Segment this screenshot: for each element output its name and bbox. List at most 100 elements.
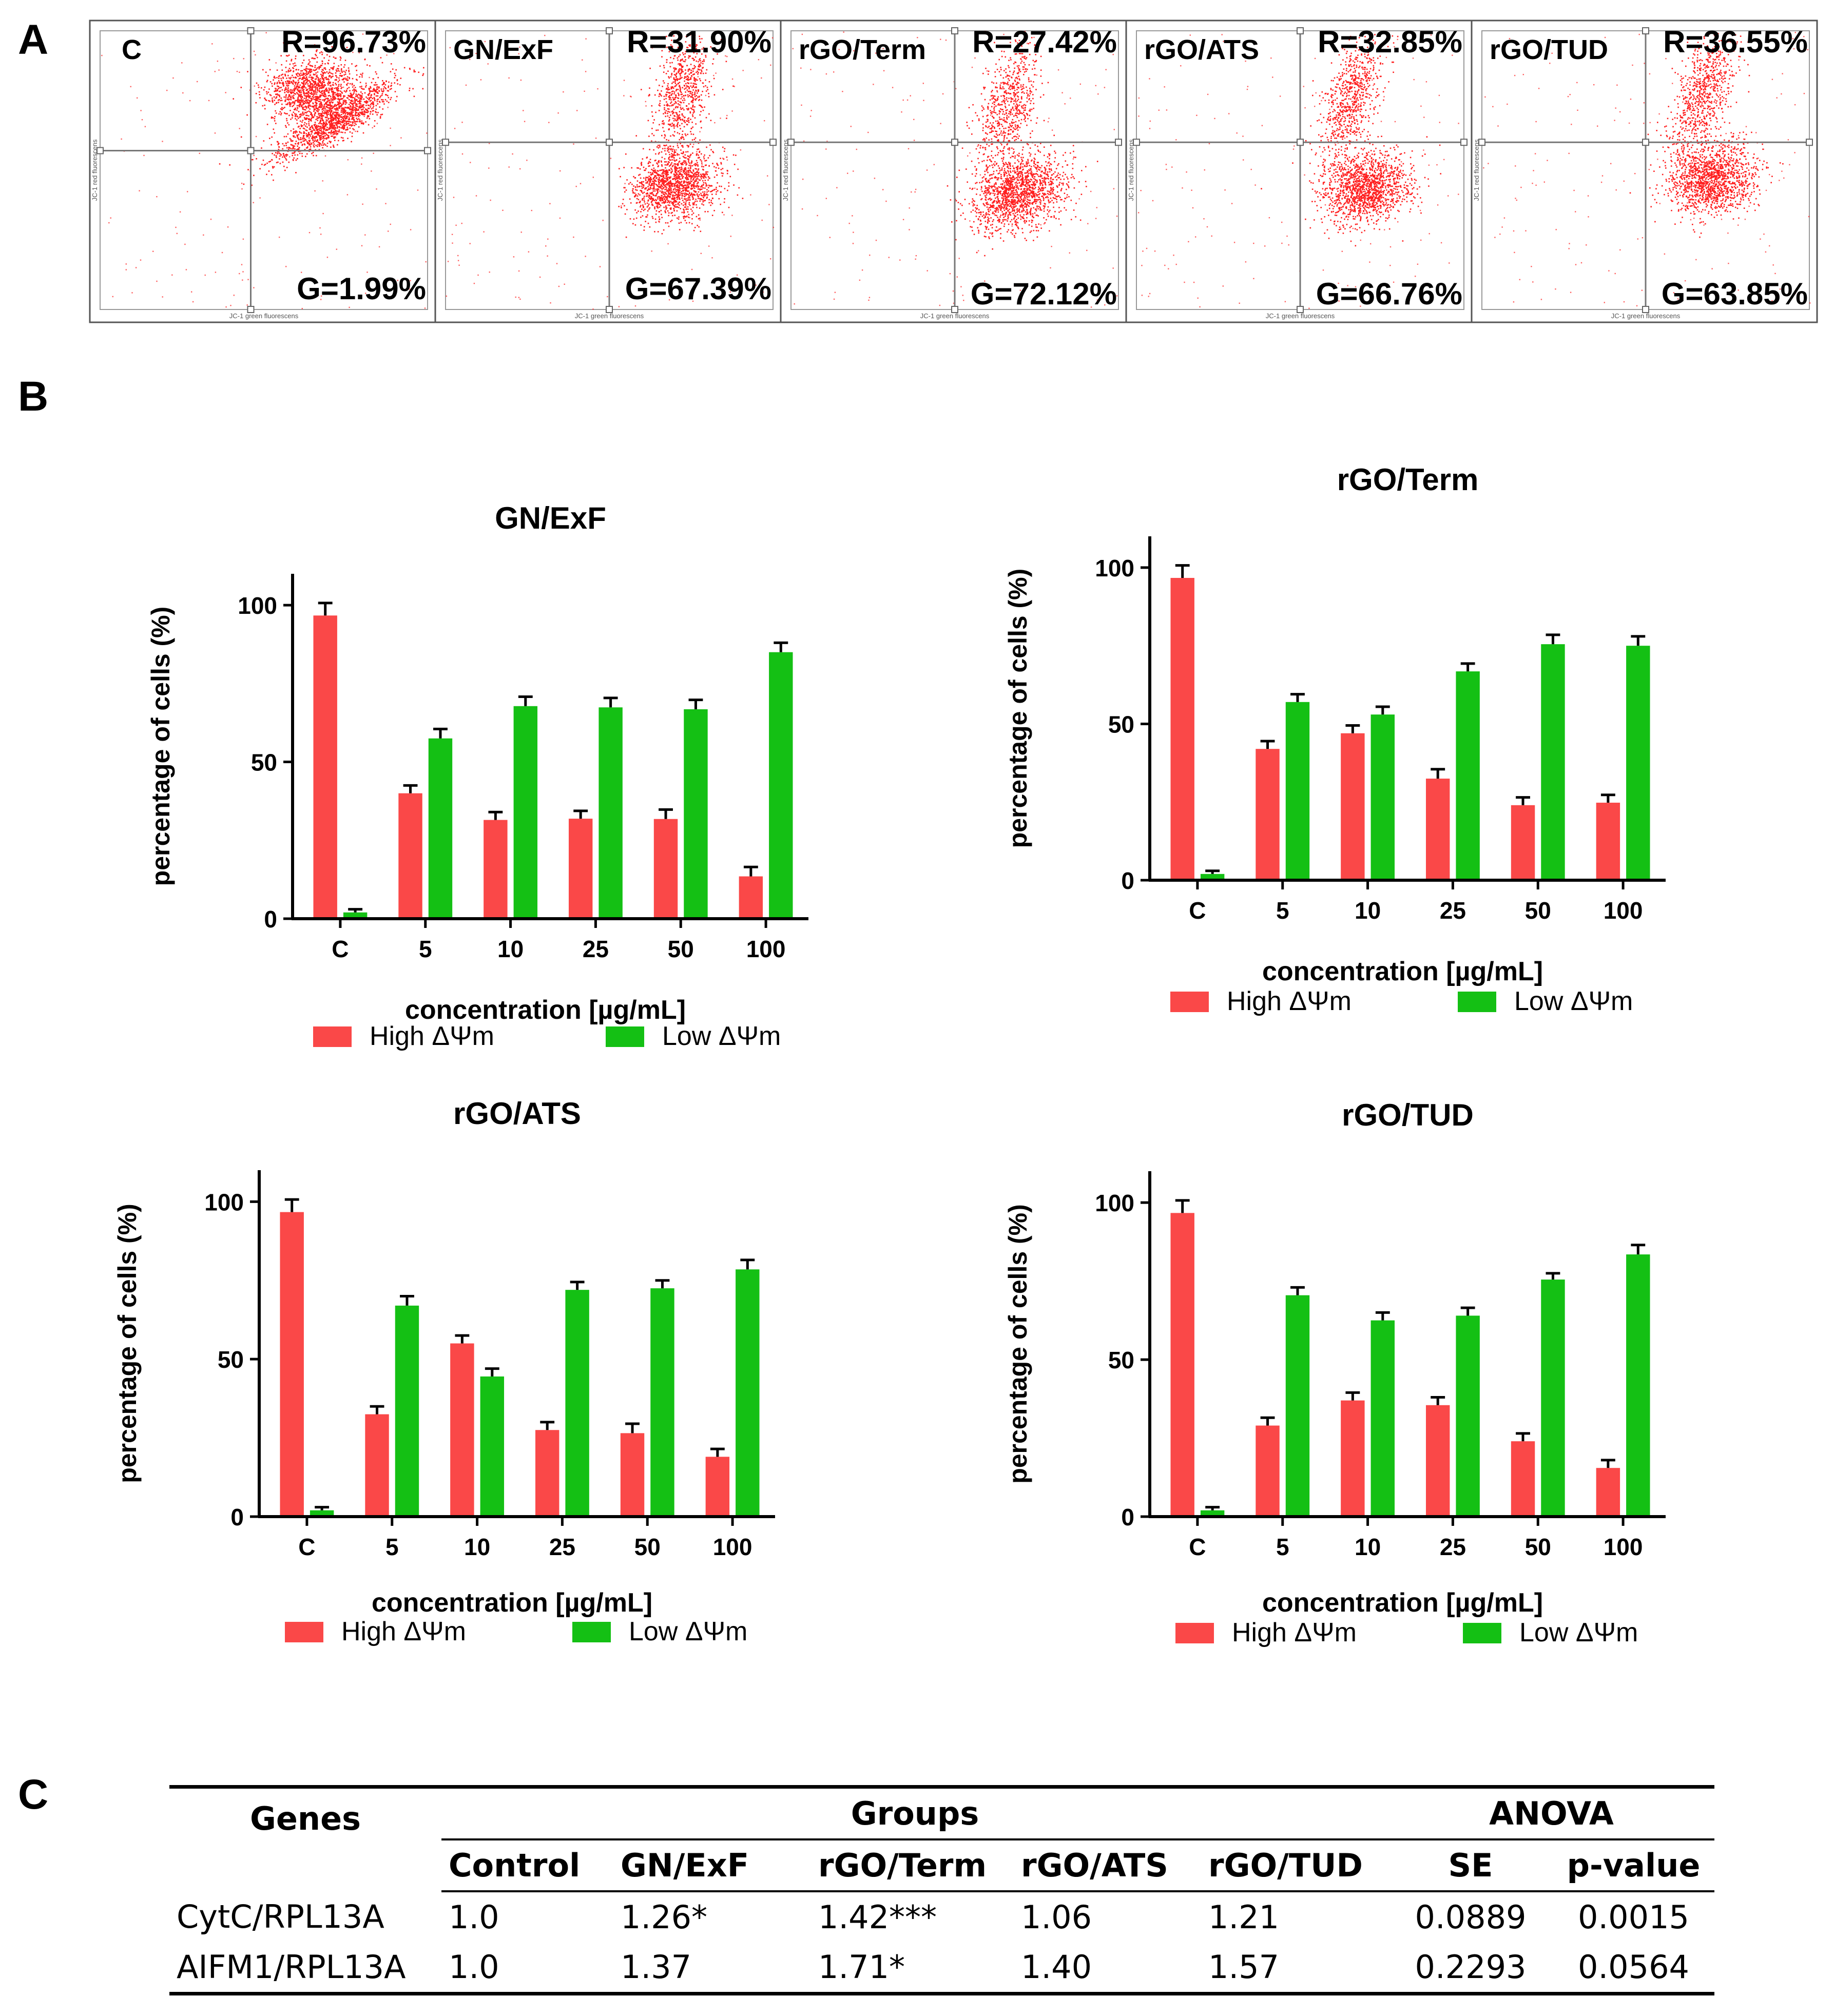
x-tick-label: 25 [549, 1534, 575, 1560]
flow-cytometry-panels: JC-1 green fluorescens JC-1 red fluoresce… [89, 20, 1818, 323]
bar-high-dpsim [1170, 1213, 1194, 1517]
flow-panel: JC-1 green fluorescens JC-1 red fluoresce… [780, 20, 1127, 323]
flow-x-axis-label: JC-1 green fluorescens [575, 312, 644, 320]
x-tick-label: 10 [1355, 1534, 1381, 1560]
flow-y-axis-label: JC-1 red fluorescens [1473, 139, 1480, 201]
x-axis-label: concentration [µg/mL] [1262, 957, 1543, 986]
legend-swatch [1463, 1623, 1501, 1643]
flow-plot-area [100, 30, 428, 310]
flow-sample-label: rGO/ATS [1144, 34, 1259, 65]
bar-low-dpsim [343, 912, 368, 919]
legend-label: Low ΔΨm [662, 1021, 781, 1051]
legend-swatch [1175, 1623, 1214, 1643]
y-axis-label: percentage of cells (%) [146, 607, 175, 886]
flow-red-percent: R=36.55% [1663, 25, 1808, 59]
x-tick-label: C [1189, 897, 1206, 924]
legend-label: Low ΔΨm [1514, 986, 1633, 1016]
gate-handle [787, 139, 795, 146]
bar-low-dpsim [1200, 874, 1225, 880]
y-tick-label: 100 [238, 592, 277, 619]
col-header: SE [1388, 1839, 1553, 1892]
col-header: p-value [1553, 1839, 1714, 1892]
gate-handle [1806, 139, 1813, 146]
x-tick-label: 100 [746, 936, 786, 962]
table-row: CytC/RPL13A 1.0 1.26* 1.42*** 1.06 1.21 … [169, 1891, 1714, 1942]
bar-low-dpsim [1370, 1320, 1395, 1517]
flow-red-percent: R=96.73% [281, 25, 426, 59]
x-tick-label: 10 [497, 936, 524, 962]
x-axis-label: concentration [µg/mL] [372, 1588, 652, 1618]
bar-high-dpsim [739, 876, 763, 919]
gate-handle [1642, 139, 1649, 146]
gate-handle [247, 27, 255, 34]
x-tick-label: C [298, 1534, 315, 1560]
flow-red-percent: R=32.85% [1318, 25, 1462, 59]
y-tick-label: 100 [204, 1189, 244, 1215]
table-row: AIFM1/RPL13A 1.0 1.37 1.71* 1.40 1.57 0.… [169, 1942, 1714, 1995]
col-header: GN/ExF [613, 1839, 811, 1892]
bar-high-dpsim [1425, 1405, 1450, 1517]
flow-dots [446, 32, 774, 310]
panel-label-a: A [18, 16, 48, 63]
bar-low-dpsim [1626, 646, 1650, 880]
gate-handle [1642, 27, 1649, 34]
legend-label: Low ΔΨm [1519, 1618, 1638, 1647]
gate-handle [1297, 27, 1304, 34]
y-tick-label: 0 [1121, 1504, 1134, 1530]
gate-handle [424, 147, 431, 154]
bar-chart: GN/ExF 0 50 100 C 5 10 25 50 100 percentage of cel… [146, 501, 808, 1051]
x-tick-label: 25 [583, 936, 609, 962]
col-header: rGO/Term [811, 1839, 1014, 1892]
flow-green-percent: G=63.85% [1662, 277, 1808, 311]
y-tick-label: 100 [1095, 1190, 1134, 1216]
gate-handle [1115, 139, 1122, 146]
col-header: Control [441, 1839, 613, 1892]
figure-canvas: A B JC-1 green fluorescens JC-1 red fluor… [18, 16, 1818, 1647]
x-tick-label: 5 [1276, 1534, 1289, 1560]
chart-title: rGO/Term [1337, 462, 1479, 497]
table-cell: 1.57 [1201, 1942, 1388, 1995]
bar-high-dpsim [1341, 733, 1365, 880]
bar-low-dpsim [684, 709, 708, 919]
legend-label: Low ΔΨm [629, 1617, 747, 1646]
flow-panel-frame [780, 20, 1127, 323]
flow-dots [1138, 34, 1459, 309]
x-axis-label: concentration [µg/mL] [1262, 1588, 1543, 1618]
bar-low-dpsim [513, 706, 538, 919]
gate-handle [606, 306, 613, 313]
anova-header: ANOVA [1388, 1785, 1714, 1840]
bar-high-dpsim [398, 793, 422, 919]
flow-sample-label: rGO/TUD [1490, 34, 1608, 65]
x-tick-label: 50 [634, 1534, 661, 1560]
flow-panel-frame [434, 20, 782, 323]
bar-low-dpsim [1456, 671, 1480, 880]
y-tick-label: 0 [1121, 867, 1134, 894]
gate-handle [951, 27, 958, 34]
bar-high-dpsim [365, 1414, 389, 1517]
bar-high-dpsim [1596, 802, 1620, 880]
y-tick-label: 0 [230, 1504, 244, 1530]
legend-label: High ΔΨm [341, 1617, 466, 1646]
bar-high-dpsim [1511, 1441, 1535, 1517]
y-axis-label: percentage of cells (%) [113, 1204, 142, 1483]
table-cell: 1.0 [441, 1942, 613, 1995]
x-tick-label: C [332, 936, 349, 962]
flow-y-axis-label: JC-1 red fluorescens [436, 139, 444, 201]
flow-x-axis-label: JC-1 green fluorescens [920, 312, 990, 320]
gate-handle [1297, 306, 1304, 313]
bar-high-dpsim [450, 1343, 474, 1517]
x-tick-label: 25 [1440, 1534, 1466, 1560]
legend-label: High ΔΨm [370, 1021, 494, 1051]
bar-low-dpsim [769, 652, 793, 919]
gate-handle [1297, 139, 1304, 146]
flow-green-percent: G=1.99% [297, 272, 426, 306]
flow-y-axis-label: JC-1 red fluorescens [91, 139, 99, 201]
gate-handle [1133, 139, 1140, 146]
x-tick-label: 100 [1604, 1534, 1643, 1560]
chart-title: rGO/TUD [1342, 1098, 1474, 1132]
bar-high-dpsim [313, 615, 337, 919]
gene-expression-table-wrap: Genes Groups ANOVA Control GN/ExF rGO/Te… [169, 1785, 1714, 1995]
bar-high-dpsim [1256, 1425, 1280, 1517]
col-header: rGO/ATS [1014, 1839, 1201, 1892]
flow-red-percent: R=31.90% [627, 25, 771, 59]
